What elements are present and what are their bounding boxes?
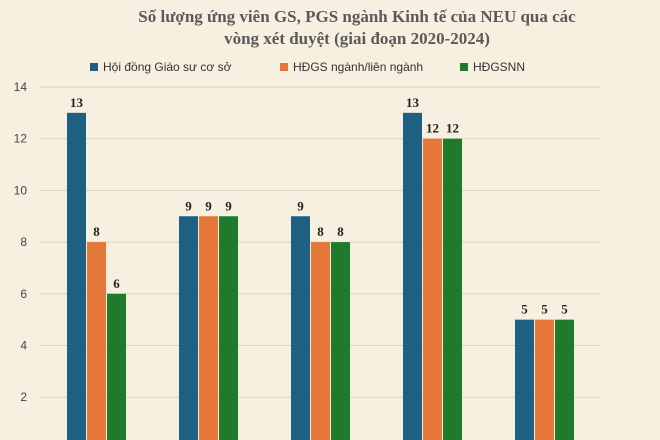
data-label: 6 xyxy=(113,276,120,291)
data-label: 5 xyxy=(561,302,568,317)
bar xyxy=(423,138,442,440)
bar xyxy=(311,242,330,440)
bar xyxy=(179,216,198,440)
data-label: 8 xyxy=(93,224,100,239)
bars xyxy=(67,112,574,440)
data-label: 9 xyxy=(205,198,212,213)
data-label: 5 xyxy=(521,302,528,317)
data-label: 12 xyxy=(426,121,439,136)
data-label: 9 xyxy=(185,198,192,213)
bar xyxy=(67,112,86,440)
bar xyxy=(515,319,534,440)
y-axis-ticks: 2 4 6 8 10 12 14 xyxy=(14,80,28,404)
legend-swatch xyxy=(90,63,98,71)
bar xyxy=(199,216,218,440)
y-tick-label: 2 xyxy=(20,390,27,404)
bar xyxy=(403,112,422,440)
bar xyxy=(107,293,126,440)
y-tick-label: 10 xyxy=(14,183,28,197)
chart-title: Số lượng ứng viên GS, PGS ngành Kinh tế … xyxy=(138,7,576,48)
data-label: 12 xyxy=(446,121,459,136)
data-label: 13 xyxy=(70,95,84,110)
legend-label: Hội đồng Giáo sư cơ sở xyxy=(103,60,232,74)
y-tick-label: 6 xyxy=(20,287,27,301)
bar xyxy=(291,216,310,440)
legend: Hội đồng Giáo sư cơ sở HĐGS ngành/liên ng… xyxy=(90,60,525,74)
data-label: 13 xyxy=(406,95,420,110)
data-label: 5 xyxy=(541,302,548,317)
bar xyxy=(219,216,238,440)
legend-swatch xyxy=(460,63,468,71)
data-label: 8 xyxy=(317,224,324,239)
y-tick-label: 14 xyxy=(14,80,28,94)
bar xyxy=(555,319,574,440)
legend-swatch xyxy=(280,63,288,71)
bar xyxy=(87,242,106,440)
legend-label: HĐGSNN xyxy=(473,60,525,74)
bar xyxy=(331,242,350,440)
data-label: 9 xyxy=(297,198,304,213)
y-tick-label: 12 xyxy=(14,132,28,146)
legend-label: HĐGS ngành/liên ngành xyxy=(293,60,423,74)
chart-title-line-2: vòng xét duyệt (giai đoạn 2020-2024) xyxy=(224,29,490,48)
bar xyxy=(443,138,462,440)
y-tick-label: 8 xyxy=(20,235,27,249)
bar xyxy=(535,319,554,440)
chart-title-line-1: Số lượng ứng viên GS, PGS ngành Kinh tế … xyxy=(138,7,576,26)
data-label: 8 xyxy=(337,224,344,239)
y-tick-label: 4 xyxy=(20,339,27,353)
data-label: 9 xyxy=(225,198,232,213)
